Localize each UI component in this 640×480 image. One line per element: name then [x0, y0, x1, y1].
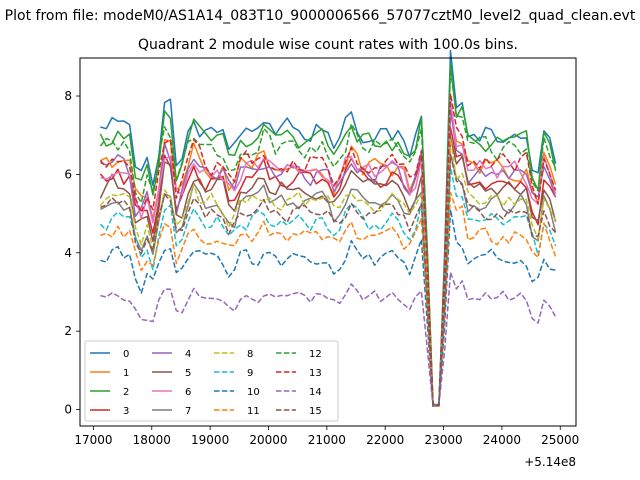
legend-label-11: 11: [247, 406, 260, 417]
x-offset-label: +5.14e8: [524, 455, 576, 469]
series-line-14: [100, 271, 557, 407]
series-line-9: [99, 167, 557, 406]
x-tick-label: 20000: [249, 433, 287, 447]
legend-label-6: 6: [185, 387, 191, 398]
plot-frame: [79, 57, 577, 427]
series-line-10: [100, 208, 556, 408]
legend-frame: [84, 340, 339, 422]
legend-label-3: 3: [123, 406, 129, 417]
legend-label-12: 12: [309, 349, 322, 360]
y-tick-label: 2: [64, 324, 72, 338]
chart-title: Quadrant 2 module wise count rates with …: [138, 37, 518, 53]
x-tick-label: 24000: [483, 433, 521, 447]
y-tick-label: 0: [64, 403, 72, 417]
x-tick-label: 22000: [366, 433, 404, 447]
series-line-13: [99, 92, 557, 407]
legend-label-0: 0: [123, 349, 129, 360]
figure-title: Plot from file: modeM0/AS1A14_083T10_900…: [5, 8, 636, 24]
y-tick-label: 4: [64, 246, 72, 260]
legend-label-2: 2: [123, 387, 129, 398]
legend-label-10: 10: [247, 387, 260, 398]
legend-label-14: 14: [309, 387, 322, 398]
legend-label-13: 13: [309, 368, 322, 379]
legend-label-9: 9: [247, 368, 253, 379]
x-tick-label: 17000: [74, 433, 112, 447]
series-line-11: [100, 191, 557, 407]
legend-label-7: 7: [185, 406, 191, 417]
legend-label-15: 15: [309, 406, 322, 417]
series-line-12: [99, 68, 557, 406]
x-tick-label: 21000: [308, 433, 346, 447]
series-line-8: [99, 137, 557, 407]
legend-label-1: 1: [123, 368, 129, 379]
series-line-15: [100, 154, 557, 406]
legend-label-4: 4: [185, 349, 191, 360]
y-tick-label: 8: [64, 89, 72, 103]
series-layer: [99, 50, 557, 408]
x-tick-label: 25000: [541, 433, 579, 447]
x-tick-label: 18000: [133, 433, 171, 447]
x-tick-label: 23000: [424, 433, 462, 447]
legend-label-5: 5: [185, 368, 191, 379]
y-tick-label: 6: [64, 167, 72, 181]
series-line-0: [100, 50, 557, 406]
x-tick-label: 19000: [191, 433, 229, 447]
legend-label-8: 8: [247, 349, 253, 360]
axis-layer: 17000 18000 19000 20000 21000 22000 23000 24000…: [64, 89, 579, 447]
series-line-7: [100, 153, 557, 407]
